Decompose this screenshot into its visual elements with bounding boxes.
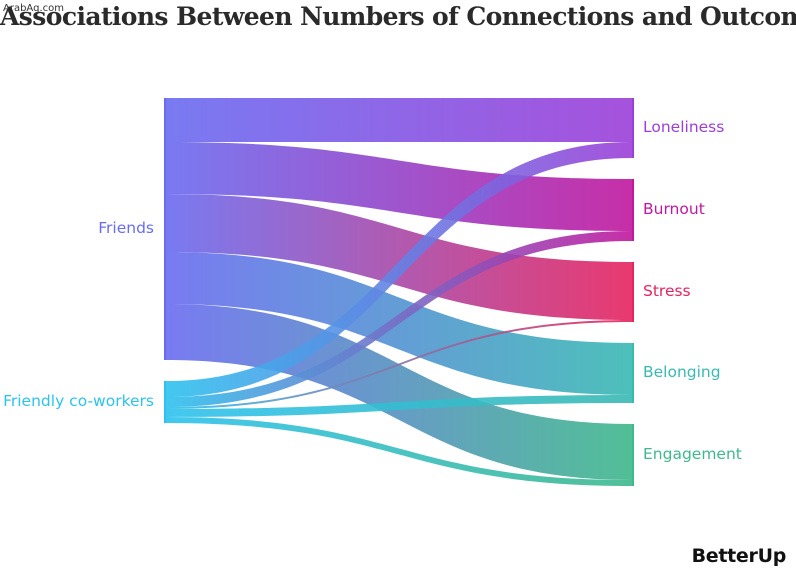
label-friends: Friends <box>98 219 154 237</box>
target-node-belonging <box>632 343 634 403</box>
source-node-coworkers <box>164 381 166 423</box>
label-belonging: Belonging <box>643 363 721 381</box>
target-node-stress <box>632 262 634 322</box>
link-friends-stress <box>166 194 632 320</box>
link-friends-loneliness <box>166 98 632 142</box>
sankey-nodes <box>164 98 634 486</box>
label-burnout: Burnout <box>643 200 705 218</box>
link-coworkers-loneliness <box>166 142 632 397</box>
target-node-burnout <box>632 179 634 241</box>
link-coworkers-stress <box>166 320 632 409</box>
label-engagement: Engagement <box>643 445 742 463</box>
label-loneliness: Loneliness <box>643 118 725 136</box>
link-coworkers-engagement <box>166 417 632 486</box>
watermark: ArabAq.com <box>3 3 64 14</box>
label-stress: Stress <box>643 282 691 300</box>
link-coworkers-belonging <box>166 395 632 417</box>
chart-title: Associations Between Numbers of Connecti… <box>0 2 796 31</box>
label-coworkers: Friendly co-workers <box>3 392 154 410</box>
source-node-friends <box>164 98 166 360</box>
betterup-logo: BetterUp <box>691 545 787 567</box>
target-node-loneliness <box>632 98 634 158</box>
sankey-links <box>166 98 632 486</box>
link-friends-burnout <box>166 142 632 231</box>
target-node-engagement <box>632 424 634 486</box>
link-coworkers-burnout <box>166 231 632 407</box>
link-friends-engagement <box>166 304 632 480</box>
